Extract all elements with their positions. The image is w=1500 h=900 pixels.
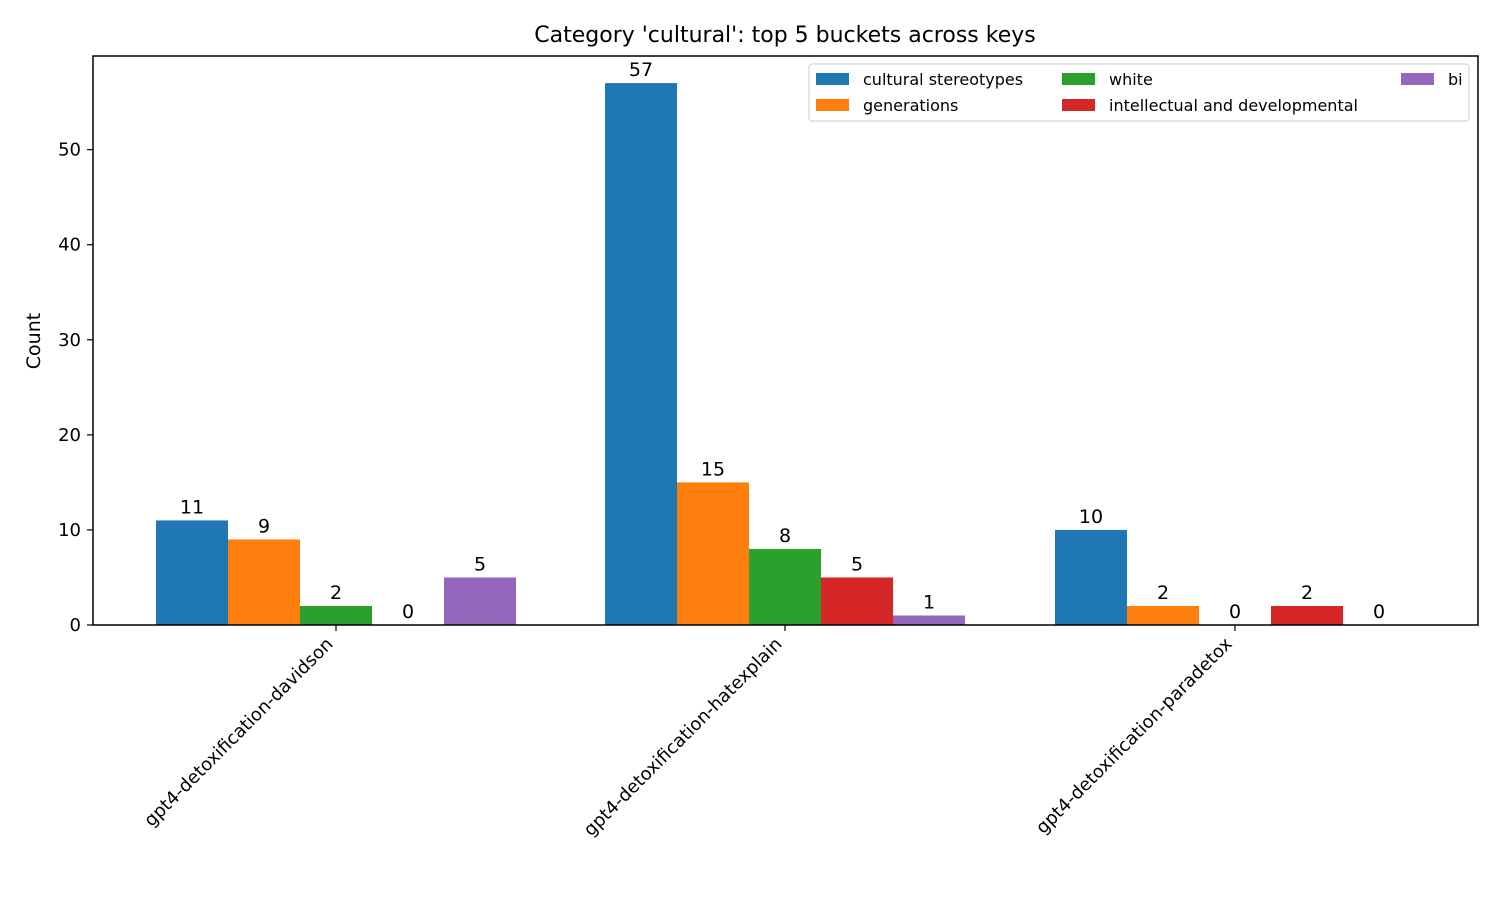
bar-value-label: 2 <box>1301 582 1313 604</box>
bar-value-label: 11 <box>180 496 204 518</box>
bar <box>893 615 965 625</box>
legend-label: generations <box>863 96 958 115</box>
chart-title: Category 'cultural': top 5 buckets acros… <box>534 23 1035 48</box>
x-axis-ticks: gpt4-detoxification-davidson gpt4-detoxif… <box>140 625 1237 841</box>
legend-label: intellectual and developmental <box>1109 96 1358 115</box>
legend-label: white <box>1109 70 1153 89</box>
x-tick-label: gpt4-detoxification-hatexplain <box>580 634 787 841</box>
bars-group <box>156 83 1343 626</box>
legend-swatch <box>816 73 849 85</box>
bar-value-label: 8 <box>779 525 791 547</box>
bar <box>749 548 821 625</box>
bar-value-label: 2 <box>1157 582 1169 604</box>
y-axis-label: Count <box>23 313 45 369</box>
bar-value-label: 57 <box>629 59 653 81</box>
bar-value-label: 0 <box>402 601 414 623</box>
bar-value-label: 0 <box>1373 601 1385 623</box>
bar <box>821 577 893 625</box>
bar <box>228 539 300 625</box>
y-tick-label: 20 <box>58 425 81 446</box>
legend-label: cultural stereotypes <box>863 70 1023 89</box>
bar-value-label: 15 <box>701 458 725 480</box>
bar-value-label: 5 <box>474 553 486 575</box>
legend-frame <box>808 63 1470 122</box>
legend-swatch <box>816 99 849 111</box>
legend-swatch <box>1062 99 1095 111</box>
y-tick-label: 50 <box>58 140 81 161</box>
y-axis-ticks: 0 10 20 30 40 50 <box>58 140 93 636</box>
legend-swatch <box>1401 73 1434 85</box>
x-tick-label: gpt4-detoxification-paradetox <box>1032 633 1237 838</box>
x-tick-label: gpt4-detoxification-davidson <box>140 634 337 831</box>
bar <box>1271 605 1343 625</box>
bar-value-label: 0 <box>1229 601 1241 623</box>
bar <box>1127 605 1199 625</box>
bar-value-label: 5 <box>851 553 863 575</box>
bar <box>300 605 372 625</box>
y-tick-label: 30 <box>58 330 81 351</box>
bar <box>156 520 228 625</box>
legend-swatch <box>1062 73 1095 85</box>
bar <box>1055 529 1127 625</box>
y-tick-label: 10 <box>58 520 81 541</box>
legend: cultural stereotypes generations white inte… <box>808 63 1470 122</box>
bar <box>444 577 516 625</box>
bar-value-label: 10 <box>1079 506 1103 528</box>
bar-value-label: 2 <box>330 582 342 604</box>
y-tick-label: 40 <box>58 235 81 256</box>
legend-label: bi <box>1448 70 1463 89</box>
bar-value-label: 9 <box>258 515 270 537</box>
plot-frame <box>92 55 1479 626</box>
bar <box>677 482 749 625</box>
y-tick-label: 0 <box>70 615 81 636</box>
bar <box>605 83 677 626</box>
bar-value-label: 1 <box>923 591 935 613</box>
